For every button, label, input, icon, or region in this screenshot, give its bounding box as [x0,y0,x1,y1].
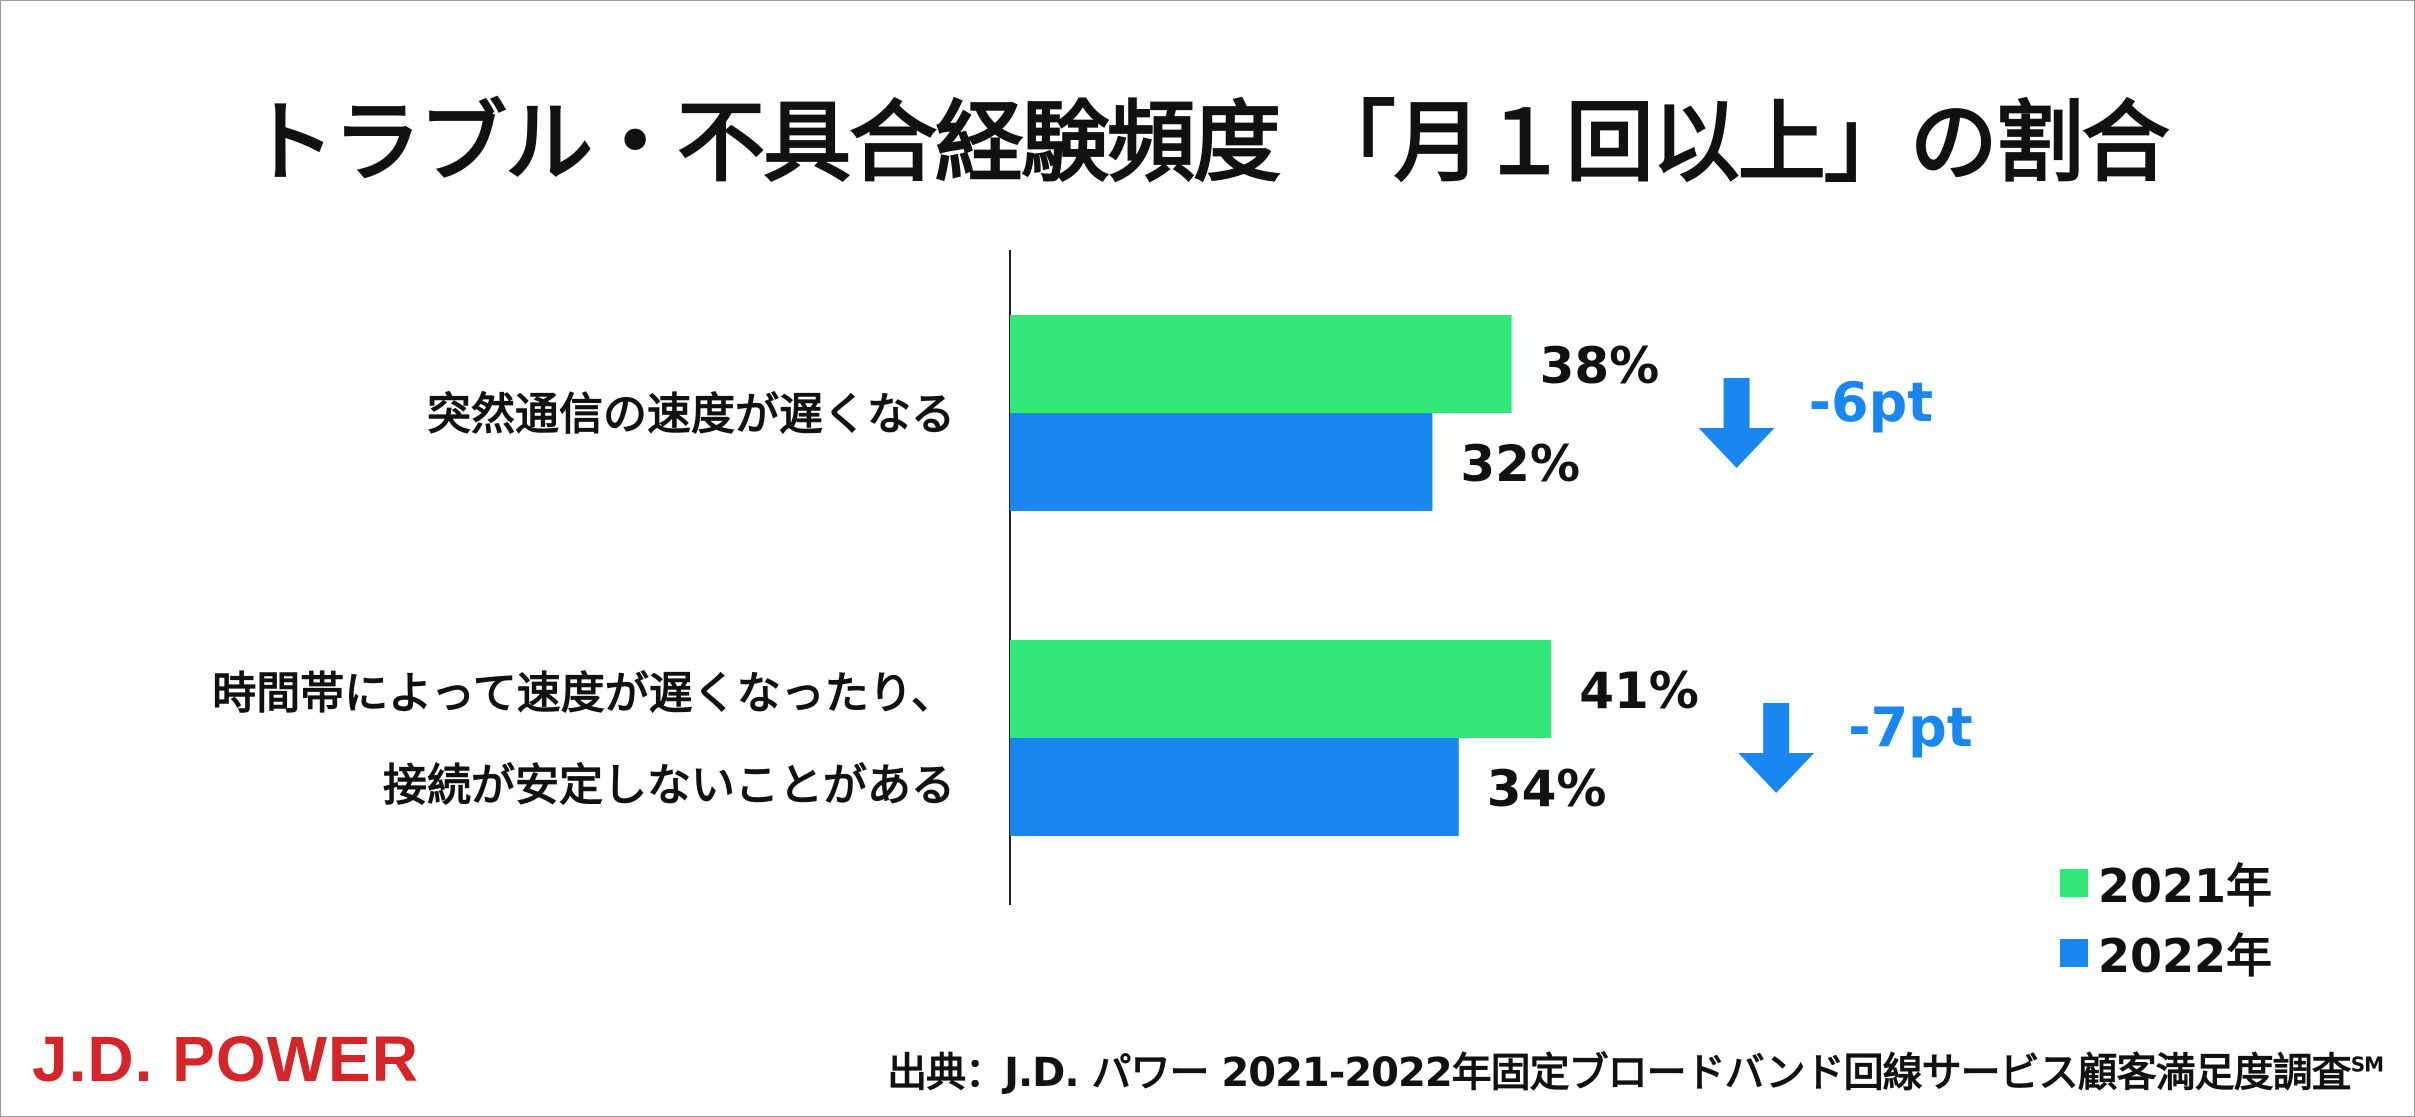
legend-item-2021: 2021年 [2060,848,2272,918]
source-text: 出典：J.D. パワー 2021-2022年固定ブロードバンド回線サービス顧客満… [887,1050,2352,1096]
change-label-1: -6pt [1809,371,1933,434]
legend-label-2021: 2021年 [2098,859,2273,913]
data-label-2021-category-1: 38% [1540,337,1660,395]
data-label-2022-category-2: 34% [1487,760,1607,818]
chart-title: トラブル・不具合経験頻度 「月１回以上」の割合 [247,91,2170,194]
data-label-2022-category-1: 32% [1460,435,1580,493]
data-label-2021-category-2: 41% [1579,662,1699,720]
down-arrow-icon-2 [1738,703,1815,793]
bar-2022-category-1 [1010,413,1433,511]
category-label-2-line-1: 時間帯によって速度が遅くなったり、 [212,668,955,719]
source-note: 出典：J.D. パワー 2021-2022年固定ブロードバンド回線サービス顧客満… [887,1040,2384,1098]
bar-2021-category-1 [1010,315,1512,413]
category-label-2-line-2: 接続が安定しないことがある [383,760,955,811]
bar-2022-category-2 [1010,738,1459,836]
change-label-2: -7pt [1848,696,1972,759]
legend-swatch-2021 [2060,869,2088,897]
legend-swatch-2022 [2060,939,2088,967]
legend-item-2022: 2022年 [2060,918,2272,988]
legend: 2021年 2022年 [2060,848,2272,988]
brand-logo: J.D. POWER [32,1023,419,1095]
bar-2021-category-2 [1010,640,1552,738]
down-arrow-icon-1 [1698,378,1775,468]
category-label-1-line-1: 突然通信の速度が遅くなる [427,389,955,440]
legend-label-2022: 2022年 [2098,929,2273,983]
service-mark: SM [2350,1052,2384,1077]
